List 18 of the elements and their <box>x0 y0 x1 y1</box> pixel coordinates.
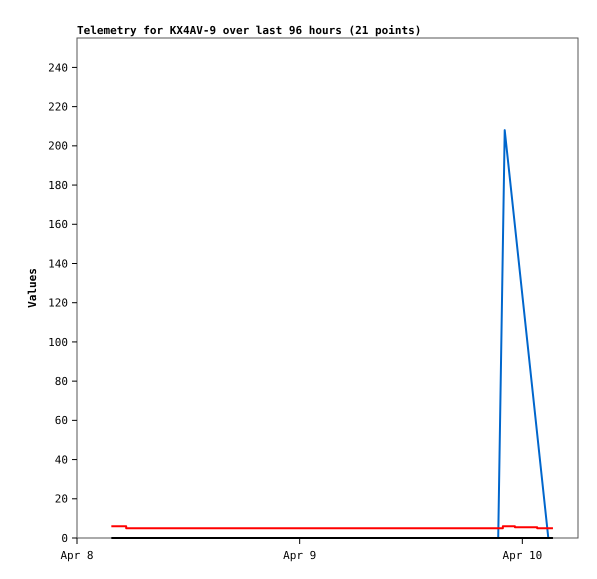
y-tick-label: 120 <box>48 296 68 310</box>
y-tick-label: 20 <box>54 492 68 506</box>
y-tick-label: 160 <box>48 218 68 232</box>
y-tick-label: 0 <box>61 532 68 545</box>
y-tick-label: 40 <box>54 453 68 466</box>
y-tick-label: 80 <box>54 374 68 388</box>
y-tick-label: 200 <box>48 140 68 153</box>
y-tick-label: 60 <box>54 414 68 428</box>
y-tick-label: 240 <box>48 61 68 74</box>
y-tick-label: 180 <box>48 178 68 192</box>
chart-title: Telemetry for KX4AV-9 over last 96 hours (21 points) <box>77 24 422 37</box>
y-axis-title: Values <box>26 268 39 308</box>
y-tick-label: 100 <box>48 336 68 349</box>
y-tick-label: 220 <box>48 100 68 114</box>
x-tick-label: Apr 9 <box>283 549 316 562</box>
x-tick-label: Apr 10 <box>502 549 542 562</box>
x-tick-label: Apr 8 <box>60 549 94 562</box>
y-tick-label: 140 <box>48 257 68 270</box>
